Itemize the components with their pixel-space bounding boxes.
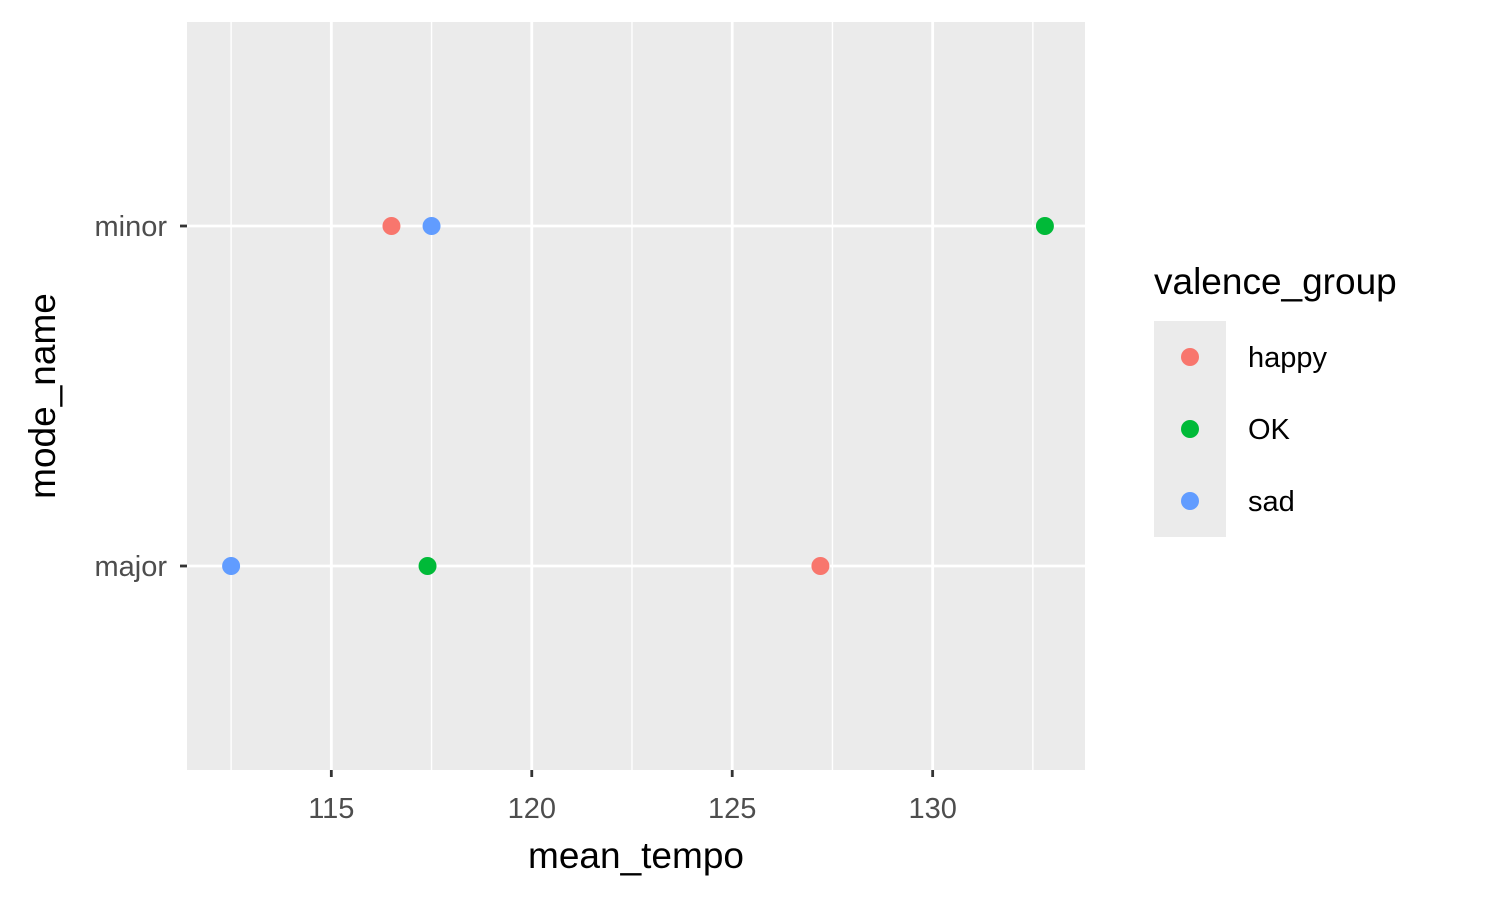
y-tick-label-minor: minor [94,211,167,243]
legend-label-happy: happy [1248,342,1328,374]
x-tick-label: 125 [708,793,756,825]
point-OK-minor [1035,217,1054,235]
legend-label-sad: sad [1248,486,1295,518]
point-happy-major [811,557,830,575]
data-points [222,217,1054,575]
y-axis: major minor [94,211,187,583]
point-sad-minor [422,217,441,235]
x-tick-label: 120 [508,793,556,825]
x-axis: 115 120 125 130 [308,770,957,825]
x-tick-label: 130 [908,793,956,825]
legend-key-OK [1181,420,1199,438]
y-tick-label-major: major [94,551,167,583]
y-axis-title: mode_name [22,293,63,499]
point-sad-major [222,557,241,575]
point-OK-major [418,557,437,575]
x-axis-title: mean_tempo [528,835,744,876]
plot-panel [187,22,1085,770]
legend-key-happy [1181,348,1199,366]
minor-gridlines [230,22,1034,770]
major-gridlines [187,22,1085,770]
legend: valence_group happy OK sad [1154,261,1397,537]
legend-label-OK: OK [1248,414,1291,446]
x-tick-label: 115 [308,793,354,825]
legend-key-sad [1181,492,1199,510]
legend-title: valence_group [1154,261,1397,302]
point-happy-minor [382,217,401,235]
